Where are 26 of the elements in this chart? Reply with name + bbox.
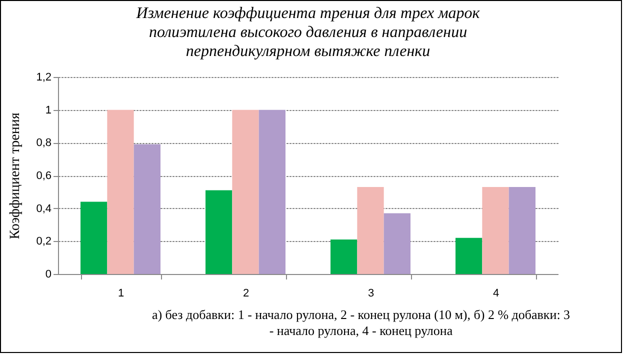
bar xyxy=(330,240,358,274)
bar xyxy=(258,110,286,274)
bar xyxy=(232,110,259,274)
chart-title: Изменение коэффициента трения для трех марок полиэтилена высокого давления в направлении перпендикулярном вытяжке пленки xyxy=(135,5,480,60)
y-tick-label: 0,4 xyxy=(36,202,52,215)
bar xyxy=(206,190,232,274)
x-tick-label: 3 xyxy=(368,288,374,300)
bar xyxy=(134,144,160,274)
y-tick-label: 0 xyxy=(45,268,52,280)
text: а) без добавки: 1 - начало рулона, 2 - конец рулона (10 м), б) 2 % добавки: 3 - начало рулона, 4 - конец рулона xyxy=(151,307,571,339)
bar xyxy=(357,186,384,274)
y-tick-label: 0,6 xyxy=(36,170,52,182)
y-tick-label: 1 xyxy=(45,104,52,116)
bar xyxy=(107,110,134,274)
bar xyxy=(508,186,536,274)
y-axis-title: Коэффициент трения xyxy=(8,112,24,240)
bar xyxy=(456,238,482,274)
x-tick-label: 1 xyxy=(118,288,124,300)
y-tick-label: 1,2 xyxy=(36,72,52,84)
x-tick-label: 4 xyxy=(492,288,500,300)
bar xyxy=(384,213,410,274)
bar xyxy=(482,186,509,274)
y-tick-label: 0,2 xyxy=(36,236,52,248)
bar xyxy=(80,202,108,274)
y-tick-label: 0,8 xyxy=(36,137,52,150)
x-tick-label: 2 xyxy=(242,288,250,300)
